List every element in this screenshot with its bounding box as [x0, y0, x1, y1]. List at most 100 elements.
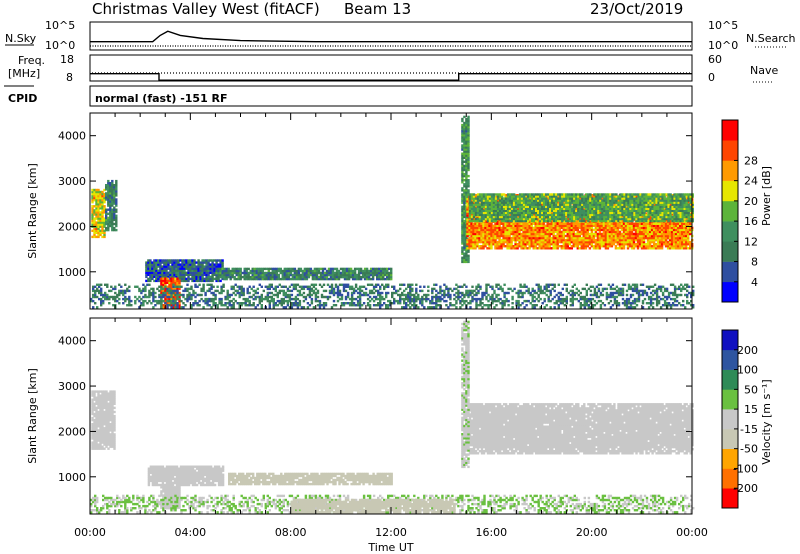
heatmap-cell — [311, 277, 315, 281]
heatmap-cell — [609, 291, 613, 295]
heatmap-cell — [95, 217, 98, 220]
heatmap-cell — [294, 304, 298, 307]
heatmap-cell — [92, 293, 95, 297]
heatmap-cell — [175, 261, 178, 264]
heatmap-cell — [186, 283, 189, 286]
heatmap-cell — [242, 291, 245, 295]
heatmap-cell — [504, 226, 507, 230]
heatmap-cell — [502, 240, 505, 244]
heatmap-cell — [171, 261, 174, 264]
heatmap-cell — [101, 227, 104, 230]
heatmap-cell — [252, 285, 255, 288]
heatmap-cell — [383, 285, 386, 288]
heatmap-cell — [520, 240, 523, 244]
heatmap-cell — [229, 277, 232, 281]
heatmap-cell — [228, 302, 231, 305]
heatmap-cell — [536, 222, 539, 225]
heatmap-cell — [455, 283, 458, 286]
heatmap-cell — [577, 299, 580, 303]
heatmap-cell — [457, 289, 460, 293]
heatmap-cell — [222, 283, 225, 286]
heatmap-cell — [588, 238, 592, 242]
heatmap-cell — [304, 295, 308, 299]
heatmap-cell — [494, 222, 497, 225]
heatmap-cell — [301, 273, 305, 277]
heatmap-cell — [386, 273, 389, 277]
heatmap-cell — [467, 138, 470, 141]
heatmap-cell — [168, 279, 171, 282]
heatmap-cell — [207, 269, 210, 272]
heatmap-cell — [528, 245, 531, 248]
heatmap-cell — [601, 293, 605, 297]
heatmap-cell — [536, 243, 539, 246]
heatmap-cell — [257, 271, 260, 275]
heatmap-cell — [153, 267, 156, 270]
heatmap-cell — [571, 289, 574, 293]
heatmap-cell — [93, 223, 96, 226]
heatmap-cell — [189, 265, 192, 268]
heatmap-cell — [99, 192, 102, 196]
heatmap-cell — [544, 243, 547, 246]
heatmap-cell — [220, 287, 223, 291]
heatmap-cell — [465, 168, 468, 172]
heatmap-cell — [344, 285, 348, 288]
heatmap-cell — [108, 295, 111, 299]
heatmap-cell — [465, 289, 468, 293]
heatmap-cell — [191, 263, 194, 266]
heatmap-cell — [372, 295, 376, 299]
heatmap-cell — [527, 291, 530, 295]
heatmap-cell — [262, 289, 265, 293]
heatmap-cell — [101, 219, 104, 222]
heatmap-cell — [576, 240, 579, 244]
heatmap-cell — [609, 295, 613, 299]
heatmap-cell — [226, 297, 229, 301]
heatmap-cell — [469, 289, 472, 293]
heatmap-cell — [588, 243, 592, 246]
heatmap-cell — [393, 297, 396, 301]
heatmap-cell — [588, 232, 592, 236]
heatmap-cell — [93, 188, 96, 192]
heatmap-cell — [413, 304, 416, 307]
heatmap-cell — [684, 306, 687, 309]
heatmap-cell — [354, 304, 358, 307]
heatmap-cell — [177, 263, 180, 266]
heatmap-cell — [255, 269, 258, 273]
heatmap-cell — [199, 265, 202, 268]
heatmap-cell — [465, 130, 468, 133]
heatmap-cell — [251, 271, 254, 275]
heatmap-cell — [475, 297, 478, 301]
heatmap-cell — [91, 201, 94, 204]
heatmap-cell — [431, 289, 434, 293]
heatmap-cell — [183, 261, 186, 264]
heatmap-cell — [519, 295, 522, 299]
heatmap-cell — [605, 295, 609, 299]
heatmap-cell — [223, 271, 226, 275]
heatmap-cell — [221, 271, 224, 275]
heatmap-cell — [317, 269, 321, 273]
heatmap-cell — [546, 222, 549, 225]
heatmap-cell — [463, 228, 466, 231]
heatmap-cell — [463, 132, 466, 135]
heatmap-cell — [455, 306, 458, 309]
heatmap-cell — [463, 142, 466, 145]
heatmap-cell — [319, 267, 323, 271]
heatmap-cell — [221, 261, 224, 264]
heatmap-cell — [582, 222, 585, 225]
heatmap-cell — [471, 285, 474, 288]
heatmap-cell — [170, 279, 173, 282]
heatmap-cell — [576, 230, 579, 234]
heatmap-cell — [161, 275, 164, 279]
heatmap-cell — [421, 297, 424, 301]
heatmap-cell — [554, 247, 557, 250]
heatmap-cell — [463, 238, 466, 241]
heatmap-cell — [463, 136, 466, 139]
heatmap-cell — [174, 306, 177, 309]
heatmap-cell — [415, 291, 418, 295]
heatmap-cell — [176, 291, 179, 295]
heatmap-cell — [181, 269, 184, 272]
heatmap-cell — [657, 302, 661, 305]
heatmap-cell — [209, 265, 212, 268]
heatmap-cell — [109, 204, 112, 207]
heatmap-cell — [118, 291, 121, 295]
heatmap-cell — [371, 271, 375, 275]
